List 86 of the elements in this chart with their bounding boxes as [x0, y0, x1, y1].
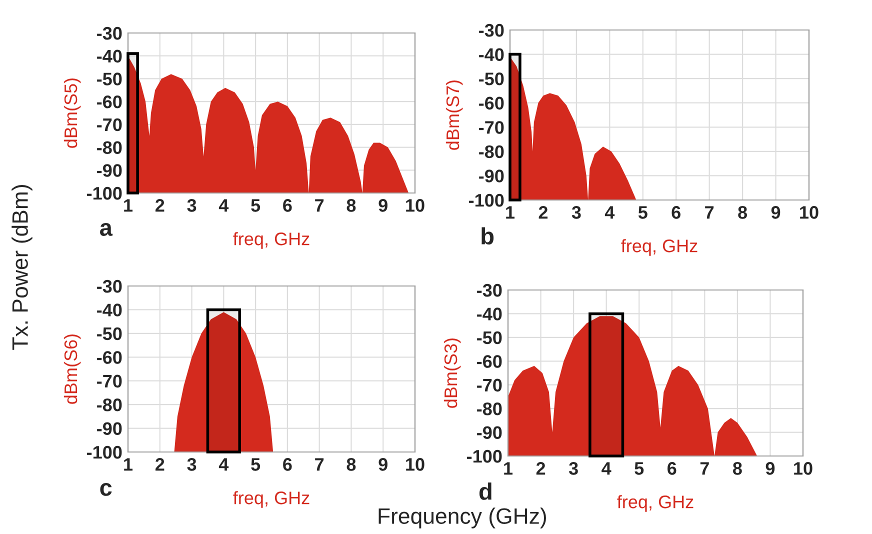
text: Frequency (GHz)	[378, 508, 546, 528]
x-tick-label: 8	[346, 199, 356, 212]
y-tick-label: -100	[467, 450, 502, 463]
x-tick-label: 4	[218, 199, 229, 212]
y-tick-label: -40	[477, 308, 502, 320]
x-tick-label: 8	[346, 458, 356, 471]
y-tick-label: -30	[479, 24, 504, 37]
y-tick-label: -100	[87, 446, 122, 459]
y-tick-label: -60	[477, 355, 502, 368]
x-tick-label: 4	[604, 206, 615, 219]
x-tick-label: 9	[766, 462, 775, 475]
y-tick-label: -50	[97, 327, 122, 340]
x-tick-label: 10	[794, 462, 812, 475]
y-tick-label: -90	[97, 164, 122, 177]
x-tick-label: 6	[283, 458, 292, 471]
y-tick-label: -100	[87, 186, 122, 200]
y-axis-title: dBm(S6)	[64, 334, 81, 404]
x-tick-label: 1	[504, 462, 513, 475]
y-tick-label: -50	[97, 72, 122, 86]
x-tick-label: 7	[315, 199, 324, 212]
text: a	[100, 223, 113, 236]
x-tick-label: 8	[732, 462, 742, 475]
x-axis-title: freq, GHz	[621, 239, 698, 256]
x-tick-label: 5	[634, 462, 644, 475]
y-tick-label: -80	[477, 402, 502, 416]
x-tick-label: 6	[672, 206, 680, 219]
x-tick-label: 1	[124, 458, 133, 471]
x-tick-label: 3	[187, 458, 196, 471]
text: c	[100, 482, 112, 496]
y-tick-label: -90	[479, 170, 504, 182]
text: Tx. Power (dBm)	[12, 185, 32, 350]
x-tick-label: 3	[187, 199, 196, 212]
y-tick-label: -40	[97, 304, 122, 316]
x-tick-label: 3	[572, 206, 581, 219]
y-tick-label: -50	[477, 331, 502, 344]
y-axis-title: dBm(S5)	[64, 78, 81, 148]
x-tick-label: 3	[568, 462, 578, 475]
x-axis-title: freq, GHz	[233, 232, 310, 249]
x-tick-label: 7	[315, 458, 324, 471]
x-tick-label: 2	[155, 199, 164, 212]
y-tick-label: -30	[97, 26, 122, 40]
y-tick-label: -40	[97, 50, 122, 63]
x-tick-label: 7	[705, 206, 714, 219]
text: d	[479, 482, 492, 500]
x-axis-title: freq, GHz	[617, 495, 694, 512]
x-tick-label: 6	[283, 199, 292, 212]
x-tick-label: 4	[218, 458, 229, 471]
y-tick-label: -30	[477, 284, 502, 297]
x-tick-label: 9	[771, 206, 780, 219]
x-tick-label: 1	[124, 199, 133, 212]
x-tick-label: 10	[406, 458, 424, 471]
y-tick-label: -40	[479, 48, 504, 62]
x-tick-label: 9	[378, 458, 388, 471]
x-axis-title: freq, GHz	[233, 491, 310, 508]
y-tick-label: -80	[97, 398, 122, 412]
y-tick-label: -70	[97, 118, 122, 132]
y-tick-label: -60	[479, 96, 504, 110]
y-tick-label: -60	[97, 351, 122, 364]
text: b	[482, 227, 494, 245]
x-tick-label: 5	[251, 199, 260, 212]
y-tick-label: -100	[469, 194, 504, 207]
y-tick-label: -30	[97, 280, 122, 293]
y-tick-label: -50	[479, 72, 504, 86]
x-tick-label: 10	[800, 206, 818, 219]
x-tick-label: 6	[668, 462, 676, 475]
x-tick-label: 10	[406, 199, 424, 212]
x-tick-label: 2	[536, 462, 546, 475]
y-axis-title: dBm(S3)	[444, 338, 461, 408]
x-tick-label: 5	[251, 458, 260, 471]
y-tick-label: -70	[477, 378, 502, 392]
x-tick-label: 4	[602, 462, 612, 475]
y-axis-title: dBm(S7)	[446, 80, 463, 150]
x-tick-label: 8	[738, 206, 748, 219]
y-tick-label: -80	[479, 145, 504, 158]
x-tick-label: 7	[700, 462, 709, 475]
y-tick-label: -70	[479, 121, 504, 134]
x-tick-label: 2	[538, 206, 548, 219]
y-tick-label: -90	[97, 422, 122, 436]
x-tick-label: 5	[638, 206, 648, 219]
y-tick-label: -80	[97, 141, 122, 154]
y-tick-label: -60	[97, 96, 122, 108]
y-tick-label: -70	[97, 374, 122, 388]
y-tick-label: -90	[477, 426, 502, 440]
x-tick-label: 9	[378, 199, 388, 212]
x-tick-label: 2	[155, 458, 164, 471]
x-tick-label: 1	[506, 206, 515, 219]
